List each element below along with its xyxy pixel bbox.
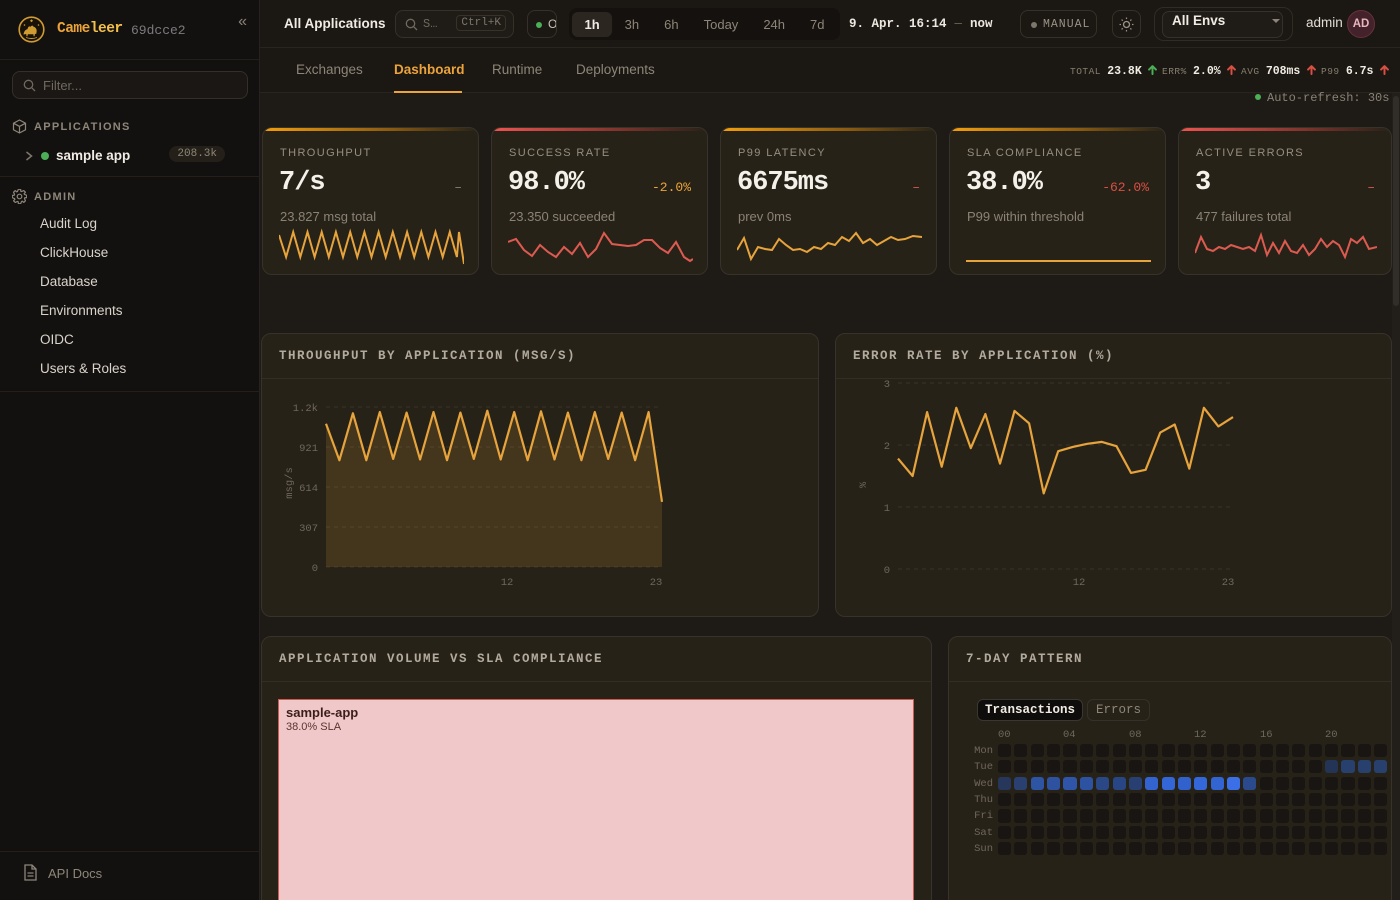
svg-text:12: 12: [501, 577, 514, 589]
svg-text:307: 307: [299, 523, 318, 535]
svg-text:0: 0: [312, 563, 318, 575]
svg-text:23: 23: [1222, 577, 1235, 589]
svg-text:msg/s: msg/s: [284, 467, 296, 499]
svg-text:1: 1: [884, 503, 890, 515]
svg-text:614: 614: [299, 483, 318, 495]
svg-text:2: 2: [884, 441, 890, 453]
svg-text:0: 0: [884, 565, 890, 577]
svg-text:1.2k: 1.2k: [293, 403, 318, 415]
svg-text:23: 23: [650, 577, 663, 589]
svg-text:12: 12: [1073, 577, 1086, 589]
svg-text:3: 3: [884, 379, 890, 391]
svg-text:%: %: [858, 481, 870, 488]
svg-text:921: 921: [299, 443, 318, 455]
